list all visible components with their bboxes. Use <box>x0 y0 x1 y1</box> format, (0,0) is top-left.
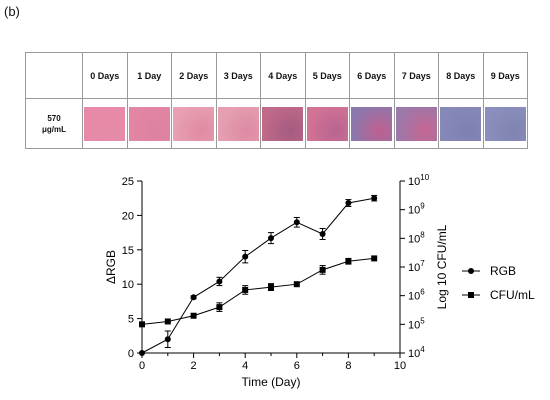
color-swatch <box>84 106 126 141</box>
y-tick-label: 25 <box>122 176 134 188</box>
day-header: 6 Days <box>349 52 395 99</box>
row-label-cell: 570 μg/mL <box>25 98 83 149</box>
y-tick-label: 10 <box>122 279 134 291</box>
series-line-2 <box>141 257 375 325</box>
colorimetric-table: 0 Days 1 Day 2 Days 3 Days 4 Days 5 Days 6 Day… <box>25 52 528 149</box>
x-tick-label: 8 <box>345 360 351 372</box>
concentration-unit: μg/mL <box>41 124 66 134</box>
color-swatch <box>306 106 348 141</box>
data-point <box>345 200 352 207</box>
data-point <box>216 304 223 311</box>
color-swatch <box>173 106 215 141</box>
x-axis-title: Time (Day) <box>242 375 301 389</box>
y2-tick-label: 104 <box>408 345 425 360</box>
swatch-row: 570 μg/mL <box>25 98 528 149</box>
x-tick-label: 10 <box>394 360 406 372</box>
y2-tick-label: 1010 <box>408 173 430 188</box>
x-tick-label: 0 <box>139 360 145 372</box>
data-point <box>371 255 378 262</box>
x-tick-label: 2 <box>191 360 197 372</box>
day-swatch-cell <box>304 98 350 149</box>
day-swatch-cell <box>482 98 528 149</box>
y2-tick-label: 108 <box>408 230 425 245</box>
data-point <box>268 284 274 291</box>
series-line-1 <box>141 197 375 354</box>
data-point <box>293 281 300 288</box>
day-header: 7 Days <box>393 52 439 99</box>
y-tick-label: 20 <box>122 210 134 222</box>
x-tick-label: 4 <box>242 360 248 372</box>
day-swatch-cell <box>215 98 261 149</box>
x-tick-label: 6 <box>294 360 300 372</box>
corner-cell <box>25 52 83 99</box>
day-header: 3 Days <box>215 52 261 99</box>
data-point <box>139 350 145 356</box>
y-tick-label: 0 <box>128 348 134 360</box>
day-swatch-cell <box>260 98 306 149</box>
y2-tick-label: 109 <box>408 202 425 217</box>
y-axis-title: ΔRGB <box>104 250 118 284</box>
y-tick-label: 5 <box>128 314 134 326</box>
color-swatch <box>128 106 170 141</box>
data-point <box>242 253 249 260</box>
day-header: 1 Day <box>126 52 172 99</box>
color-swatch <box>217 106 259 141</box>
y2-tick-label: 106 <box>408 288 425 303</box>
y2-axis-title: Log 10 CFU/mL <box>435 224 449 309</box>
y2-tick-label: 105 <box>408 316 425 331</box>
legend-marker-square <box>468 292 474 298</box>
color-swatch <box>351 106 393 141</box>
day-header-row: 0 Days 1 Day 2 Days 3 Days 4 Days 5 Days 6 Day… <box>25 52 528 99</box>
legend-label: CFU/mL <box>490 288 535 302</box>
data-point <box>319 266 326 273</box>
data-point <box>164 318 171 325</box>
data-point <box>139 321 145 328</box>
day-swatch-cell <box>393 98 439 149</box>
data-point <box>371 195 378 202</box>
data-point <box>268 235 274 242</box>
data-point <box>164 336 171 343</box>
day-swatch-cell <box>171 98 217 149</box>
legend-label: RGB <box>490 264 516 278</box>
concentration-label: 570 <box>47 113 61 123</box>
data-point <box>216 278 223 285</box>
color-swatch <box>484 106 526 141</box>
panel-label: (b) <box>4 4 20 19</box>
legend-marker-circle <box>468 268 474 274</box>
color-swatch <box>262 106 304 141</box>
day-header: 0 Days <box>82 52 128 99</box>
day-header: 4 Days <box>260 52 306 99</box>
day-swatch-cell <box>126 98 172 149</box>
day-header: 8 Days <box>438 52 484 99</box>
day-header: 9 Days <box>482 52 528 99</box>
day-header: 2 Days <box>171 52 217 99</box>
y2-tick-label: 107 <box>408 259 425 274</box>
day-swatch-cell <box>82 98 128 149</box>
day-header: 5 Days <box>304 52 350 99</box>
color-swatch <box>440 106 482 141</box>
day-swatch-cell <box>349 98 395 149</box>
data-point <box>190 294 197 301</box>
data-point <box>190 312 197 319</box>
rgb-cfu-chart: 0 2 4 6 8 10 0 5 10 15 20 25 104 105 106 107 108 109 1010 T… <box>104 173 535 389</box>
day-swatch-cell <box>438 98 484 149</box>
color-swatch <box>395 106 437 141</box>
data-point <box>345 258 352 265</box>
y-tick-label: 15 <box>122 245 134 257</box>
data-point <box>293 219 300 226</box>
data-point <box>242 286 249 293</box>
data-point <box>319 230 326 237</box>
